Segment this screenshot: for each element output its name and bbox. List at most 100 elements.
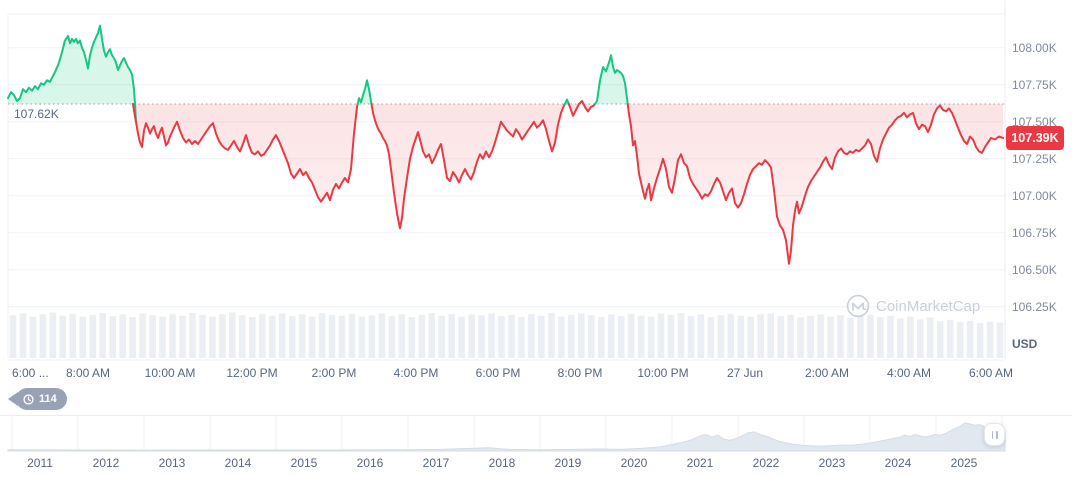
volume-bar <box>857 316 864 358</box>
timeline-canvas[interactable] <box>0 415 1072 477</box>
year-label: 2014 <box>224 456 252 470</box>
volume-bar <box>827 316 834 358</box>
volume-bar <box>966 320 974 358</box>
x-axis-label: 6:00 AM <box>968 366 1014 380</box>
volume-bar <box>717 315 725 358</box>
y-axis-label: 106.25K <box>1012 300 1057 314</box>
baseline-price-label: 107.62K <box>14 107 59 121</box>
volume-bar <box>59 315 67 358</box>
x-axis-label: 6:00 ... <box>12 366 49 380</box>
volume-bar <box>657 313 665 358</box>
volume-bar <box>817 314 824 358</box>
y-axis-label: 107.50K <box>1012 115 1057 129</box>
volume-bar <box>438 315 445 358</box>
volume-bar <box>29 316 37 358</box>
volume-bar <box>986 321 994 358</box>
volume-bar <box>578 313 585 358</box>
coinmarketcap-watermark: CoinMarketCap <box>846 294 980 318</box>
volume-bar <box>398 314 406 358</box>
y-axis-label: 107.00K <box>1012 189 1057 203</box>
price-area-below <box>627 104 1003 264</box>
volume-bar <box>308 316 316 358</box>
year-label: 2022 <box>752 456 780 470</box>
volume-bar <box>159 316 166 358</box>
volume-bar <box>288 316 296 358</box>
volume-bar <box>757 314 764 358</box>
volume-bars <box>9 312 1004 358</box>
volume-bar <box>498 316 505 358</box>
history-icon <box>23 393 34 405</box>
coinmarketcap-logo-icon <box>846 294 870 318</box>
volume-bar <box>976 323 984 358</box>
current-price-badge: 107.39K <box>1006 126 1064 150</box>
price-line-up-segment <box>7 24 137 123</box>
price-chart-canvas[interactable] <box>0 0 1072 415</box>
volume-bar <box>109 316 116 358</box>
volume-bar <box>627 313 635 358</box>
volume-bar <box>278 313 286 358</box>
y-axis-label: 107.25K <box>1012 152 1057 166</box>
volume-bar <box>9 315 17 358</box>
volume-bar <box>837 315 844 358</box>
volume-bar <box>926 317 934 358</box>
volume-bar <box>787 314 794 358</box>
volume-bar <box>348 313 356 358</box>
price-line-up-segment <box>356 79 373 105</box>
volume-bar <box>338 315 346 358</box>
volume-bar <box>917 319 924 358</box>
volume-bar <box>946 319 954 358</box>
volume-bar <box>588 315 595 358</box>
volume-bar <box>89 314 97 358</box>
price-line-down-segment <box>626 103 1004 265</box>
volume-bar <box>169 313 176 358</box>
volume-bar <box>99 312 106 358</box>
price-line-down-segment <box>132 103 359 203</box>
volume-bar <box>39 314 47 358</box>
year-label: 2023 <box>818 456 846 470</box>
volume-bar <box>229 312 236 358</box>
volume-bar <box>239 315 246 358</box>
volume-bar <box>209 316 216 358</box>
year-label: 2024 <box>884 456 912 470</box>
volume-bar <box>737 315 745 358</box>
volume-bar <box>807 315 814 358</box>
y-axis-label: 107.75K <box>1012 78 1057 92</box>
volume-bar <box>558 316 565 358</box>
volume-bar <box>867 314 874 358</box>
year-label: 2015 <box>290 456 318 470</box>
price-line-down-segment <box>567 100 596 117</box>
volume-bar <box>667 314 675 358</box>
volume-bar <box>408 317 416 358</box>
volume-bar <box>687 316 695 358</box>
volume-bar <box>568 314 575 358</box>
volume-bar <box>797 317 804 358</box>
year-label: 2013 <box>158 456 186 470</box>
price-line-down-segment <box>370 103 566 230</box>
volume-bar <box>129 317 136 358</box>
grip-icon <box>996 430 998 439</box>
year-label: 2017 <box>422 456 450 470</box>
price-area-below <box>371 104 565 229</box>
volume-bar <box>199 314 206 358</box>
history-count: 114 <box>39 393 57 405</box>
currency-label: USD <box>1012 337 1038 351</box>
volume-bar <box>388 316 396 358</box>
volume-bar <box>996 322 1004 358</box>
timeline-mini-area <box>7 422 1006 452</box>
x-axis-label: 8:00 AM <box>65 366 111 380</box>
volume-bar <box>298 314 306 358</box>
timeline-scrubber-handle[interactable] <box>984 423 1005 446</box>
x-axis-label: 10:00 AM <box>144 366 196 380</box>
price-area-above <box>8 25 136 122</box>
history-badge[interactable]: 114 <box>8 388 67 410</box>
volume-bar <box>119 314 126 358</box>
volume-bar <box>358 316 366 358</box>
volume-bar <box>697 314 705 358</box>
volume-bar <box>69 313 77 358</box>
volume-bar <box>617 316 625 358</box>
year-label: 2021 <box>686 456 714 470</box>
y-axis-label: 108.00K <box>1012 41 1057 55</box>
volume-bar <box>249 317 256 358</box>
volume-bar <box>637 315 645 358</box>
volume-bar <box>877 317 884 358</box>
